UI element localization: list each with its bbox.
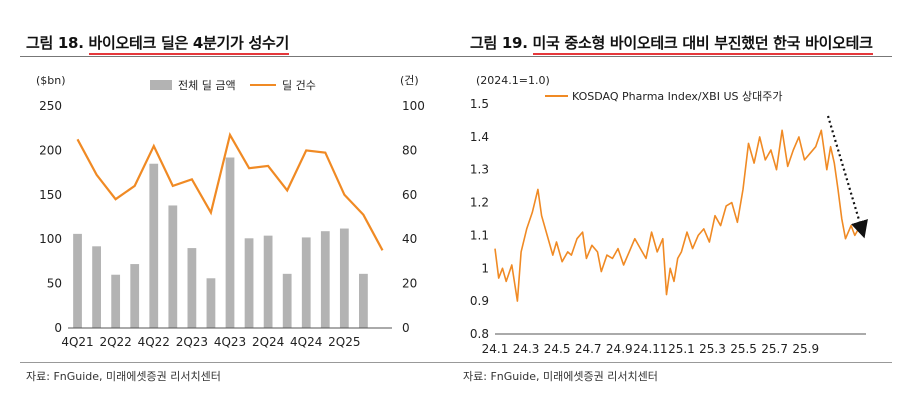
deal-amount-bar bbox=[206, 278, 216, 328]
y-tick-label: 1.3 bbox=[470, 163, 489, 177]
x-tick-label: 24.5 bbox=[544, 342, 571, 356]
deal-amount-bar bbox=[339, 228, 349, 328]
deal-amount-bar bbox=[187, 248, 197, 328]
right-y-tick-label: 40 bbox=[402, 232, 417, 246]
deal-amount-bar bbox=[359, 273, 368, 328]
x-tick-label: 24.9 bbox=[606, 342, 633, 356]
right-y-tick-label: 0 bbox=[402, 321, 410, 335]
bottom-rule bbox=[20, 362, 892, 363]
left-axis-unit: ($bn) bbox=[36, 74, 66, 87]
right-axis-unit: (건) bbox=[400, 74, 419, 87]
x-tick-label: 4Q22 bbox=[138, 335, 170, 349]
deal-count-line bbox=[76, 131, 384, 251]
x-tick-label: 25.5 bbox=[730, 342, 757, 356]
y-tick-label: 1 bbox=[481, 261, 489, 275]
left-y-tick-label: 200 bbox=[39, 143, 62, 157]
x-tick-label: 24.3 bbox=[513, 342, 540, 356]
x-tick-label: 4Q24 bbox=[290, 335, 322, 349]
deal-amount-bar bbox=[92, 246, 101, 328]
deal-amount-bar bbox=[73, 233, 82, 328]
relative-price-line bbox=[494, 129, 860, 302]
legend: KOSDAQ Pharma Index/XBI US 상대주가 bbox=[545, 90, 782, 103]
chart18-title: 그림 18. 바이오테크 딜은 4분기가 성수기 bbox=[26, 32, 289, 55]
legend: 전체 딜 금액 딜 건수 bbox=[150, 79, 316, 92]
left-y-tick-label: 100 bbox=[39, 232, 62, 246]
x-tick-label: 2Q24 bbox=[252, 335, 284, 349]
chart19-title: 그림 19. 미국 중소형 바이오테크 대비 부진했던 한국 바이오테크 bbox=[470, 32, 873, 55]
right-y-tick-label: 60 bbox=[402, 188, 417, 202]
right-y-tick-label: 20 bbox=[402, 277, 417, 291]
deal-amount-bar bbox=[320, 231, 330, 328]
source-note-right: 자료: FnGuide, 미래에셋증권 리서치센터 bbox=[463, 370, 658, 383]
left-y-tick-label: 250 bbox=[39, 99, 62, 113]
x-tick-label: 2Q23 bbox=[176, 335, 208, 349]
x-tick-label: 24.7 bbox=[575, 342, 602, 356]
x-tick-label: 25.7 bbox=[761, 342, 788, 356]
deal-amount-bar bbox=[225, 157, 235, 328]
deal-amount-bar bbox=[263, 235, 273, 328]
deal-amount-bar bbox=[149, 163, 159, 328]
legend-line-label: 딜 건수 bbox=[282, 79, 316, 92]
deal-amount-bar bbox=[282, 273, 292, 328]
deal-amount-bar bbox=[168, 205, 178, 328]
left-y-tick-label: 50 bbox=[47, 277, 62, 291]
y-tick-label: 1.5 bbox=[470, 97, 489, 111]
y-tick-label: 0.9 bbox=[470, 294, 489, 308]
left-y-tick-label: 150 bbox=[39, 188, 62, 202]
y-tick-label: 0.8 bbox=[470, 327, 489, 341]
x-tick-label: 25.9 bbox=[792, 342, 819, 356]
deal-amount-bar bbox=[301, 237, 311, 328]
right-y-tick-label: 80 bbox=[402, 143, 417, 157]
x-tick-label: 24.11 bbox=[633, 342, 667, 356]
x-tick-label: 2Q25 bbox=[328, 335, 360, 349]
x-tick-label: 24.1 bbox=[482, 342, 509, 356]
y-tick-label: 1.2 bbox=[470, 196, 489, 210]
y-tick-label: 1.1 bbox=[470, 228, 489, 242]
legend-bar-swatch bbox=[150, 80, 172, 90]
index-note: (2024.1=1.0) bbox=[476, 74, 550, 87]
downward-trend-arrow bbox=[826, 115, 868, 239]
right-y-tick-label: 100 bbox=[402, 99, 425, 113]
y-tick-label: 1.4 bbox=[470, 130, 489, 144]
top-rule bbox=[20, 56, 892, 57]
left-y-tick-label: 0 bbox=[54, 321, 62, 335]
x-tick-label: 4Q21 bbox=[61, 335, 93, 349]
x-tick-label: 4Q23 bbox=[214, 335, 246, 349]
deal-amount-bar bbox=[130, 264, 140, 328]
source-note-left: 자료: FnGuide, 미래에셋증권 리서치센터 bbox=[26, 370, 221, 383]
x-tick-label: 25.3 bbox=[699, 342, 726, 356]
legend-bar-label: 전체 딜 금액 bbox=[178, 79, 236, 92]
x-tick-label: 25.1 bbox=[668, 342, 695, 356]
deal-amount-bar bbox=[111, 274, 121, 328]
legend-line-label: KOSDAQ Pharma Index/XBI US 상대주가 bbox=[572, 90, 782, 103]
deal-amount-bar bbox=[244, 238, 254, 328]
x-tick-label: 2Q22 bbox=[99, 335, 131, 349]
